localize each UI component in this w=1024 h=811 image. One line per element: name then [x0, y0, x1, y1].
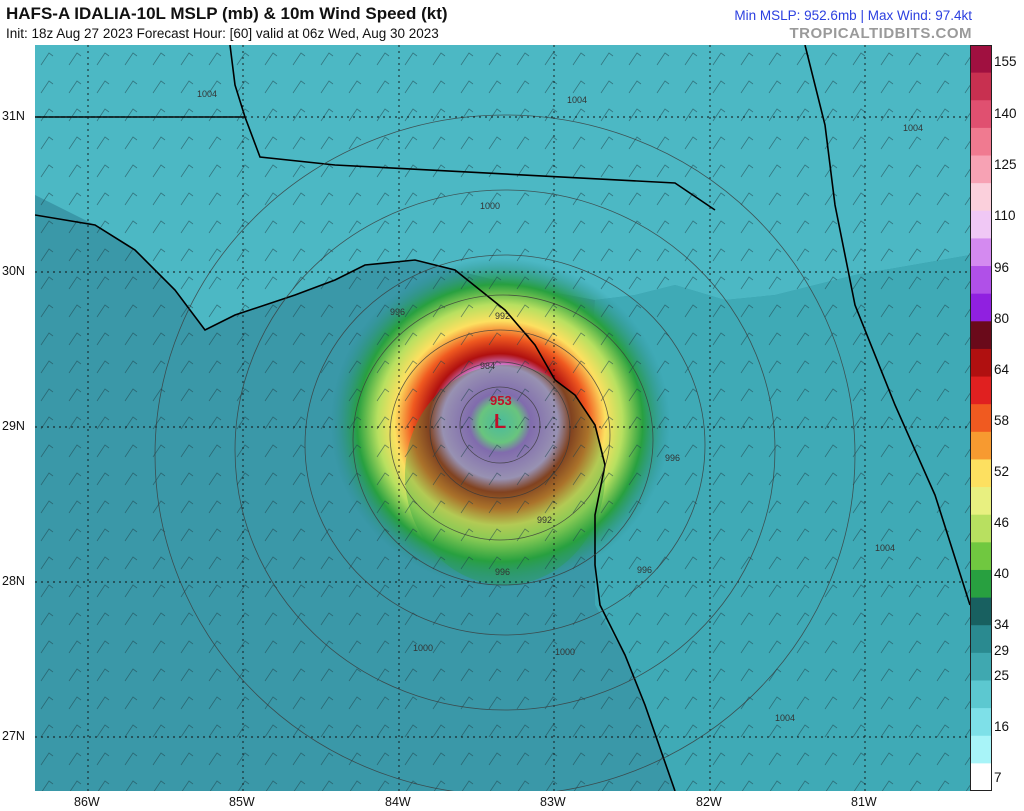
center-pressure-label: 953: [490, 393, 512, 408]
isobar-label: 992: [495, 311, 510, 321]
isobar-label: 996: [665, 453, 680, 463]
isobar-labels: 1004 1004 1000 996 992 984 992 996 996 9…: [197, 89, 923, 723]
coastline: [35, 214, 676, 791]
lat-label: 31N: [2, 109, 25, 123]
colorbar-swatch: [970, 514, 992, 543]
isobar-label: 996: [390, 307, 405, 317]
colorbar-label: 25: [994, 668, 1010, 683]
colorbar-swatch: [970, 293, 992, 322]
coastline-east: [804, 45, 970, 606]
colorbar-swatch: [970, 376, 992, 405]
colorbar-swatch: [970, 210, 992, 239]
colorbar-label: 7: [994, 770, 1002, 785]
colorbar-label: 46: [994, 515, 1010, 530]
colorbar-label: 140: [994, 106, 1017, 121]
isobar-label: 996: [495, 567, 510, 577]
colorbar-label: 29: [994, 643, 1010, 658]
isobar-label: 1000: [555, 647, 575, 657]
colorbar-label: 64: [994, 362, 1010, 377]
colorbar-label: 40: [994, 566, 1010, 581]
isobar-label: 1004: [875, 543, 895, 553]
isobar-label: 1004: [903, 123, 923, 133]
colorbar-swatch: [970, 45, 992, 74]
isobars: [154, 114, 856, 791]
colorbar-swatch: [970, 431, 992, 460]
colorbar-label: 110: [994, 208, 1016, 223]
graticule: [35, 45, 970, 791]
colorbar-label: 96: [994, 260, 1010, 275]
colorbar-swatch: [970, 459, 992, 488]
colorbar-label: 125: [994, 157, 1017, 172]
colorbar-swatch: [970, 569, 992, 599]
colorbar-swatch: [970, 127, 992, 157]
colorbar: [970, 45, 992, 791]
colorbar-border: [970, 45, 992, 791]
lon-label: 85W: [229, 795, 255, 809]
lon-label: 86W: [74, 795, 100, 809]
colorbar-swatch: [970, 183, 992, 212]
colorbar-swatch: [970, 487, 992, 516]
state-border-west: [229, 45, 246, 118]
colorbar-swatch: [970, 155, 992, 184]
low-pressure-marker: L: [494, 411, 506, 433]
lon-label: 82W: [696, 795, 722, 809]
colorbar-swatch: [970, 321, 992, 350]
colorbar-swatch: [970, 597, 992, 626]
chart-title: HAFS-A IDALIA-10L MSLP (mb) & 10m Wind S…: [6, 4, 448, 23]
stats-readout: Min MSLP: 952.6mb | Max Wind: 97.4kt: [734, 8, 972, 23]
chart-subtitle: Init: 18z Aug 27 2023 Forecast Hour: [60…: [6, 26, 439, 41]
lat-label: 27N: [2, 729, 25, 743]
lat-label: 29N: [2, 419, 25, 433]
colorbar-swatch: [970, 542, 992, 571]
colorbar-label: 34: [994, 617, 1010, 632]
isobar-label: 1000: [480, 201, 500, 211]
isobar-label: 1004: [567, 95, 587, 105]
weather-map: 1004 1004 1000 996 992 984 992 996 996 9…: [35, 45, 970, 791]
colorbar-swatch: [970, 708, 992, 737]
colorbar-swatch: [970, 404, 992, 433]
colorbar-label: 52: [994, 464, 1010, 479]
colorbar-label: 155: [994, 54, 1017, 69]
colorbar-swatch: [970, 238, 992, 267]
colorbar-swatch: [970, 763, 992, 791]
colorbar-swatch: [970, 100, 992, 129]
isobar-label: 1004: [775, 713, 795, 723]
brand-watermark: TROPICALTIDBITS.COM: [789, 25, 972, 42]
colorbar-swatch: [970, 652, 992, 681]
isobar-label: 984: [480, 361, 495, 371]
colorbar-label: 80: [994, 311, 1010, 326]
colorbar-swatch: [970, 735, 992, 764]
colorbar-label: 16: [994, 719, 1010, 734]
wind-barbs-layer: [35, 45, 970, 791]
colorbar-label: 58: [994, 413, 1010, 428]
colorbar-swatch: [970, 266, 992, 295]
lat-label: 28N: [2, 574, 25, 588]
colorbar-swatch: [970, 625, 992, 654]
lat-label: 30N: [2, 264, 25, 278]
colorbar-swatch: [970, 680, 992, 709]
colorbar-swatch: [970, 348, 992, 378]
isobar-label: 1000: [413, 643, 433, 653]
lon-label: 81W: [851, 795, 877, 809]
isobar-label: 1004: [197, 89, 217, 99]
isobar-label: 996: [637, 565, 652, 575]
colorbar-swatch: [970, 72, 992, 101]
lon-label: 83W: [540, 795, 566, 809]
isobar-label: 992: [537, 515, 552, 525]
lon-label: 84W: [385, 795, 411, 809]
